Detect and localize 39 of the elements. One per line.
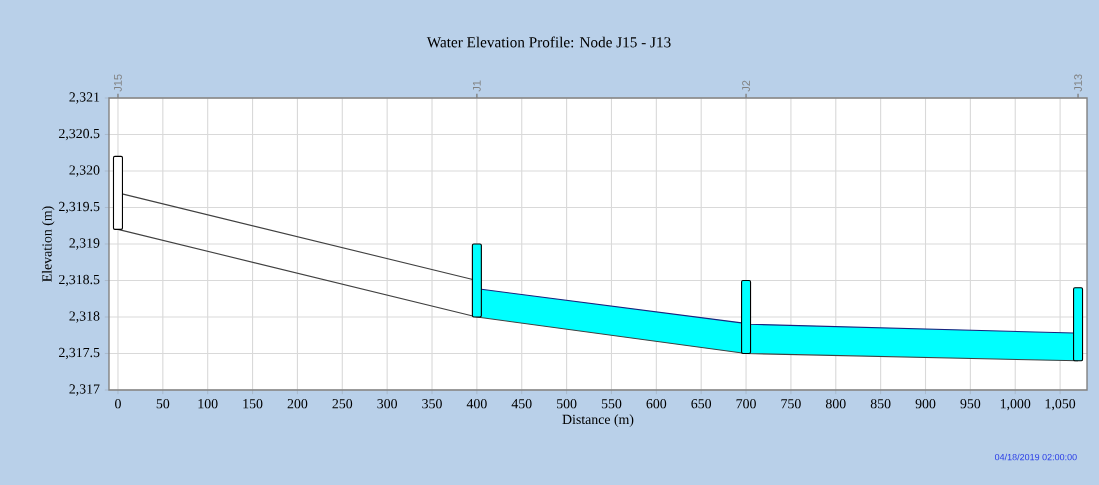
y-axis-title: Elevation (m) (41, 206, 55, 282)
text: J13 (1074, 74, 1082, 92)
x-tick-label: 500 (557, 399, 577, 409)
x-tick-label: 250 (332, 399, 353, 409)
x-tick-label: 0 (115, 399, 121, 409)
x-tick-label: 1,050 (1045, 399, 1076, 411)
x-tick-label: 700 (736, 399, 756, 409)
y-tick-label: 2,317.5 (59, 347, 100, 360)
x-tick-label: 1,000 (1000, 399, 1031, 411)
text: J1 (473, 80, 481, 92)
x-tick-label: 650 (691, 399, 712, 409)
x-tick-label: 50 (156, 399, 170, 409)
text: J15 (114, 74, 122, 92)
x-tick-label: 300 (377, 399, 398, 409)
y-tick-label: 2,320.5 (59, 128, 100, 141)
x-tick-label: 950 (960, 399, 981, 409)
x-tick-label: 200 (287, 399, 308, 409)
text: J2 (742, 80, 750, 92)
x-tick-label: 550 (601, 399, 622, 409)
x-tick-label: 100 (198, 399, 218, 409)
x-tick-label: 850 (870, 399, 891, 409)
x-tick-label: 400 (466, 399, 487, 409)
y-tick-label: 2,318 (69, 311, 100, 323)
y-tick-label: 2,319.5 (59, 201, 100, 214)
x-tick-label: 600 (646, 399, 667, 409)
x-axis-title: Distance (m) (562, 414, 634, 427)
y-tick-label: 2,319 (69, 238, 100, 250)
chart-title: Water Elevation Profile: Node J15 - J13 (426, 36, 671, 48)
x-tick-label: 900 (915, 399, 936, 409)
x-tick-label: 750 (781, 399, 801, 409)
x-tick-label: 350 (422, 399, 442, 409)
text: 04/18/2019 02:00:00 (994, 453, 1077, 461)
x-tick-label: 150 (243, 399, 263, 409)
x-tick-label: 800 (825, 399, 846, 409)
x-tick-label: 450 (511, 399, 532, 409)
y-tick-label: 2,321 (69, 92, 100, 104)
y-tick-label: 2,320 (69, 165, 100, 177)
y-tick-label: 2,317 (69, 384, 100, 396)
y-tick-label: 2,318.5 (59, 274, 100, 287)
